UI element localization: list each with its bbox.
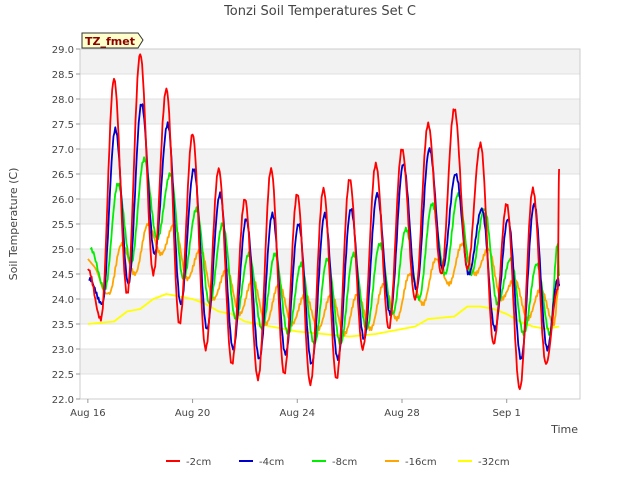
- chart-title: Tonzi Soil Temperatures Set C: [223, 4, 416, 19]
- grid-band: [80, 49, 580, 74]
- grid-band: [80, 349, 580, 374]
- grid-band: [80, 374, 580, 399]
- legend-label: -2cm: [186, 457, 211, 468]
- y-tick-label: 28.5: [52, 70, 74, 81]
- y-tick-label: 27.5: [52, 120, 74, 131]
- y-tick-label: 25.0: [52, 245, 74, 256]
- y-axis: 22.0 22.5 23.0 23.5 24.0 24.5 25.0 25.5 26.0 26.5…: [52, 45, 80, 406]
- series-line-2cm: [87, 53, 560, 391]
- y-tick-label: 23.0: [52, 345, 74, 356]
- legend-item: -32cm: [458, 457, 510, 468]
- legend-label: -8cm: [332, 457, 357, 468]
- x-axis-label: Time: [550, 423, 578, 436]
- annotation-label: TZ_fmet: [85, 35, 135, 48]
- y-tick-label: 26.0: [52, 195, 74, 206]
- legend-item: -2cm: [166, 457, 211, 468]
- grid-band: [80, 174, 580, 199]
- y-tick-label: 23.5: [52, 320, 74, 331]
- y-tick-label: 22.0: [52, 395, 74, 406]
- grid-band: [80, 324, 580, 349]
- legend: -2cm -4cm -8cm -16cm -32cm: [166, 457, 510, 468]
- grid-band: [80, 99, 580, 124]
- x-tick-label: Aug 16: [70, 408, 105, 419]
- y-tick-label: 25.5: [52, 220, 74, 231]
- grid-band: [80, 124, 580, 149]
- legend-item: -4cm: [239, 457, 284, 468]
- legend-label: -16cm: [405, 457, 437, 468]
- legend-item: -16cm: [385, 457, 437, 468]
- annotation-box: TZ_fmet: [81, 32, 144, 49]
- series-layer: [87, 53, 560, 391]
- y-tick-label: 24.0: [52, 295, 74, 306]
- legend-label: -4cm: [259, 457, 284, 468]
- y-tick-label: 27.0: [52, 145, 74, 156]
- x-tick-label: Aug 28: [384, 408, 419, 419]
- grid-band: [80, 74, 580, 99]
- x-tick-label: Aug 24: [280, 408, 315, 419]
- y-tick-label: 24.5: [52, 270, 74, 281]
- x-tick-label: Sep 1: [493, 408, 521, 419]
- legend-label: -32cm: [478, 457, 510, 468]
- y-tick-label: 28.0: [52, 95, 74, 106]
- x-tick-label: Aug 20: [175, 408, 210, 419]
- grid-band: [80, 149, 580, 174]
- grid-band: [80, 224, 580, 249]
- x-axis: Aug 16 Aug 20 Aug 24 Aug 28 Sep 1: [70, 399, 521, 419]
- legend-item: -8cm: [312, 457, 357, 468]
- y-tick-label: 26.5: [52, 170, 74, 181]
- y-tick-label: 29.0: [52, 45, 74, 56]
- y-axis-label: Soil Temperature (C): [7, 168, 20, 281]
- y-tick-label: 22.5: [52, 370, 74, 381]
